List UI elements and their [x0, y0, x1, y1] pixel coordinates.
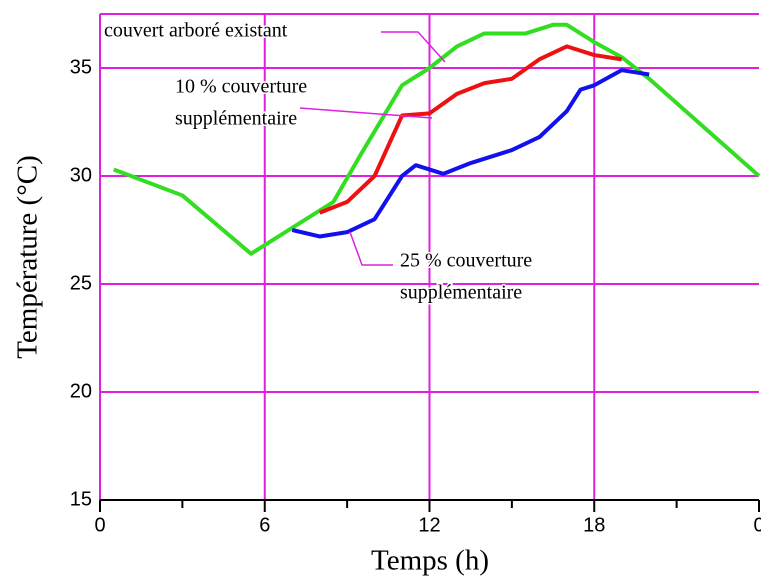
leader-line [299, 107, 433, 119]
x-axis-label: Temps (h) [371, 545, 489, 577]
x-tick-label: 0 [753, 514, 761, 536]
y-tick-label: 25 [70, 272, 92, 294]
leader-line [349, 231, 393, 266]
x-tick-label: 12 [418, 514, 440, 536]
x-tick-label: 6 [259, 514, 270, 536]
y-tick-label: 20 [70, 380, 92, 402]
y-tick-label: 15 [70, 488, 92, 510]
annotation: couvert arboré existant [104, 20, 288, 42]
line [291, 68, 650, 239]
line [318, 44, 623, 215]
annotation: supplémentaire [400, 282, 522, 304]
line [113, 22, 761, 256]
x-tick-label: 18 [583, 514, 605, 536]
y-tick-label: 30 [70, 164, 92, 186]
y-axis-label: Température (°C) [12, 155, 44, 359]
leader-line [381, 31, 446, 63]
annotation: 10 % couverture [175, 76, 307, 98]
y-tick-label: 35 [70, 56, 92, 78]
annotation: 25 % couverture [400, 250, 532, 272]
x-tick-label: 0 [94, 514, 105, 536]
annotation: supplémentaire [175, 108, 297, 130]
